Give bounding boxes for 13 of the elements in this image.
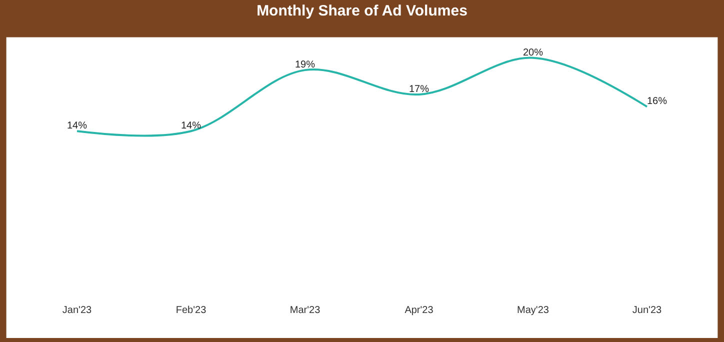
x-tick-label: Feb'23 [176,305,207,316]
data-label: 14% [66,120,88,132]
x-tick-label: Jan'23 [62,305,92,316]
chart-title: Monthly Share of Ad Volumes [256,2,468,20]
data-label: 14% [180,120,202,132]
x-tick-label: May'23 [517,305,550,316]
x-tick-label: Apr'23 [404,305,434,316]
x-tick-label: Mar'23 [290,305,321,316]
data-label: 19% [294,60,316,71]
x-tick-label: Jun'23 [632,305,662,316]
data-label: 17% [408,84,430,95]
data-label: 20% [522,47,544,58]
data-label: 16% [647,96,668,108]
